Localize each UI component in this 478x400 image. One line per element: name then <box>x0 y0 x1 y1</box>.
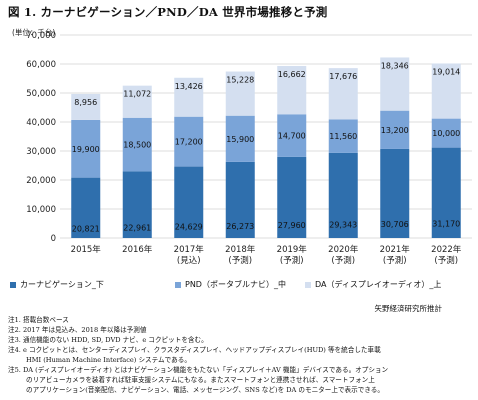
legend-swatch-da <box>305 281 311 288</box>
bar-segment-pnd <box>225 115 255 162</box>
data-label: 20,821 <box>72 224 100 233</box>
data-label: 30,706 <box>381 220 409 229</box>
bar-segment-navi <box>328 152 358 238</box>
data-label: 17,676 <box>329 72 357 81</box>
bar-segment-navi <box>174 166 204 238</box>
x-tick-label: 2019年 <box>277 244 308 255</box>
bar-segment-pnd <box>174 116 204 167</box>
bar-segment-navi <box>431 147 461 238</box>
data-label: 18,500 <box>123 141 151 150</box>
x-tick-label: (予測) <box>331 255 355 266</box>
legend-label-navi: カーナビゲーション_下 <box>20 280 104 289</box>
data-label: 10,000 <box>432 129 460 138</box>
footnote-5-cont-2: のアプリケーション(音楽配信、ナビゲーション、電話、メッセージング、SNS など… <box>26 386 384 394</box>
y-tick-label: 60,000 <box>26 60 56 70</box>
unit-label: (単位：千台) <box>12 28 56 37</box>
data-label: 11,560 <box>329 132 357 141</box>
legend-label-da: DA（ディスプレイオーディオ）_上 <box>315 280 442 289</box>
data-label: 24,629 <box>175 223 203 232</box>
legend-label-pnd: PND（ポータブルナビ）_中 <box>185 280 286 289</box>
data-label: 15,900 <box>226 135 254 144</box>
chart-title: 図 1. カーナビゲーション／PND／DA 世界市場推移と予測 <box>8 5 328 19</box>
y-tick-label: 40,000 <box>26 118 56 128</box>
bar-segment-da <box>71 93 101 120</box>
legend-swatch-pnd <box>175 281 181 288</box>
bar-segment-navi <box>122 171 152 238</box>
x-tick-label: (予測) <box>280 255 304 266</box>
x-tick-label: 2015年 <box>71 244 102 255</box>
footnote-4-cont: HMI (Human Machine Interface) システムである。 <box>26 356 191 364</box>
x-tick-label: (予測) <box>383 255 407 266</box>
footnote-3: 注3. 通信機能のない HDD, SD, DVD ナビ、e コクピットを含む。 <box>8 336 208 344</box>
x-tick-label: 2020年 <box>328 244 359 255</box>
bar-segment-pnd <box>122 117 152 172</box>
legend-item-pnd: PND（ポータブルナビ）_中 <box>175 279 286 290</box>
y-tick-label: 20,000 <box>26 176 56 186</box>
y-tick-label: 0 <box>51 234 56 244</box>
bar-segment-navi <box>277 156 307 238</box>
data-label: 27,960 <box>278 221 306 230</box>
data-label: 13,200 <box>381 126 409 135</box>
bar-segment-pnd <box>71 119 101 178</box>
legend-swatch-navi <box>10 281 16 288</box>
data-label: 19,900 <box>72 145 100 154</box>
data-label: 16,662 <box>278 70 306 79</box>
x-tick-label: 2021年 <box>380 244 411 255</box>
x-tick-label: (見込) <box>177 255 201 266</box>
data-label: 17,200 <box>175 138 203 147</box>
data-label: 11,072 <box>123 90 151 99</box>
x-tick-label: 2017年 <box>174 244 205 255</box>
y-tick-label: 50,000 <box>26 89 56 99</box>
stacked-bar-chart: 0 10,000 20,000 30,000 40,000 50,000 60,000 70,… <box>26 31 472 266</box>
x-tick-label: 2016年 <box>122 244 153 255</box>
bar-segment-da <box>225 71 255 116</box>
bar-segment-pnd <box>277 114 307 157</box>
y-tick-label: 70,000 <box>26 31 56 41</box>
chart-legend: カーナビゲーション_下 PND（ポータブルナビ）_中 DA（ディスプレイオーディ… <box>0 279 478 293</box>
x-tick-label: 2022年 <box>431 244 462 255</box>
data-label: 14,700 <box>278 132 306 141</box>
data-label: 22,961 <box>123 223 151 232</box>
legend-item-da: DA（ディスプレイオーディオ）_上 <box>305 279 441 290</box>
footnote-5: 注5. DA (ディスプレイオーディオ) とはナビゲーション機能をもたない「ディ… <box>8 366 389 374</box>
bar-segment-pnd <box>380 110 410 149</box>
bar-segment-navi <box>71 177 101 238</box>
y-tick-label: 10,000 <box>26 205 56 215</box>
bar-segment-da <box>174 77 204 117</box>
footnotes: 注1. 搭載台数ベース 注2. 2017 年は見込み、2018 年以降は予測値 … <box>8 315 474 395</box>
bar-segment-navi <box>225 161 255 238</box>
legend-item-navi: カーナビゲーション_下 <box>10 279 104 290</box>
data-label: 26,273 <box>226 222 254 231</box>
source-credit: 矢野経済研究所推計 <box>374 304 443 313</box>
bar-segment-da <box>380 57 410 111</box>
x-tick-label: (予測) <box>434 255 458 266</box>
y-tick-label: 30,000 <box>26 147 56 157</box>
footnote-2: 注2. 2017 年は見込み、2018 年以降は予測値 <box>8 326 147 334</box>
data-label: 19,014 <box>432 67 460 76</box>
data-label: 31,170 <box>432 220 460 229</box>
x-tick-label: 2018年 <box>225 244 256 255</box>
bar-segment-pnd <box>328 119 358 153</box>
footnote-4: 注4. e コクピットとは、センターディスプレイ、クラスタディスプレイ、ヘッドア… <box>8 346 381 354</box>
bar-segment-pnd <box>431 118 461 148</box>
bar-segment-da <box>431 63 461 119</box>
bar-segment-da <box>277 65 307 115</box>
data-label: 8,956 <box>74 98 97 107</box>
data-label: 13,426 <box>175 82 203 91</box>
footnote-1: 注1. 搭載台数ベース <box>8 316 69 324</box>
data-label: 29,343 <box>329 220 357 229</box>
x-tick-label: (予測) <box>228 255 252 266</box>
bar-segment-navi <box>380 148 410 238</box>
bar-segment-da <box>122 85 152 118</box>
data-label: 18,346 <box>381 61 409 70</box>
bar-segment-da <box>328 68 358 120</box>
data-label: 15,228 <box>226 76 254 85</box>
footnote-5-cont-1: のリアビューカメラを装着すれば駐車支援システムにもなる。またスマートフォンと連携… <box>26 376 375 384</box>
